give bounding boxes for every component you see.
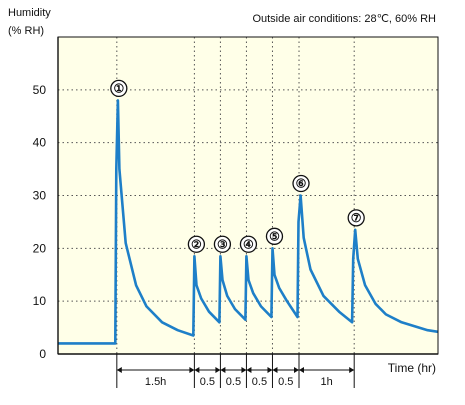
x-axis-title: Time (hr) <box>388 361 436 375</box>
interval-label: 0.5 <box>226 376 241 388</box>
event-marker: ④ <box>239 235 258 253</box>
event-marker-circle <box>213 235 232 253</box>
y-tick-label: 20 <box>33 241 47 255</box>
y-tick-label: 10 <box>33 294 47 308</box>
event-marker-circle <box>347 209 365 227</box>
interval-arrow-right <box>267 367 273 373</box>
interval-arrow-left <box>299 367 305 373</box>
event-marker: ① <box>110 79 128 98</box>
interval-arrow-left <box>272 367 278 373</box>
y-tick-label: 40 <box>33 136 47 150</box>
event-marker: ⑤ <box>265 227 284 245</box>
interval-label: 0.5 <box>200 376 215 388</box>
event-marker-label: ⑥ <box>296 177 307 191</box>
event-marker-circle <box>187 235 206 253</box>
interval-label: 0.5 <box>252 376 267 388</box>
event-marker: ② <box>187 235 206 253</box>
interval-label: 0.5 <box>278 376 293 388</box>
y-tick-label: 50 <box>33 83 47 97</box>
event-markers: ① ② ③ ④ ⑤ ⑥ ⑦ <box>110 79 365 253</box>
event-marker-label: ③ <box>217 237 228 251</box>
interval-arrow-right <box>241 367 247 373</box>
interval-label: 1h <box>320 376 332 388</box>
event-marker-circle <box>265 227 284 245</box>
event-marker-circle <box>292 174 310 193</box>
interval-arrow-right <box>215 367 221 373</box>
y-tick-label: 30 <box>33 189 47 203</box>
event-marker: ⑦ <box>347 209 365 227</box>
interval-arrow-left <box>246 367 252 373</box>
interval-arrow-right <box>349 367 355 373</box>
y-axis-title-line1: Humidity <box>8 7 51 19</box>
y-tick-label: 0 <box>39 347 46 361</box>
event-marker: ③ <box>213 235 232 253</box>
humidity-series-line <box>58 99 439 345</box>
event-marker-label: ② <box>191 237 202 251</box>
event-marker-circle <box>239 235 258 253</box>
plot-frame <box>57 36 439 355</box>
event-marker-label: ④ <box>243 237 254 251</box>
event-marker: ⑥ <box>292 174 310 193</box>
y-tick-labels: 0 10 20 30 40 50 <box>33 83 47 361</box>
interval-arrow-right <box>189 367 195 373</box>
interval-arrow-left <box>116 367 122 373</box>
event-marker-label: ⑤ <box>269 229 280 243</box>
interval-arrow-right <box>294 367 300 373</box>
interval-annotations: 1.5h 0.5 0.5 0.5 0.5 1h <box>116 354 355 388</box>
interval-arrow-left <box>220 367 226 373</box>
interval-label: 1.5h <box>145 376 166 388</box>
event-marker-label: ⑦ <box>351 211 362 225</box>
outside-conditions-note: Outside air conditions: 28℃, 60% RH <box>252 13 436 25</box>
y-axis-title-line2: (% RH) <box>8 25 44 37</box>
event-marker-label: ① <box>113 81 124 95</box>
interval-arrow-left <box>194 367 200 373</box>
event-marker-circle <box>110 79 128 98</box>
